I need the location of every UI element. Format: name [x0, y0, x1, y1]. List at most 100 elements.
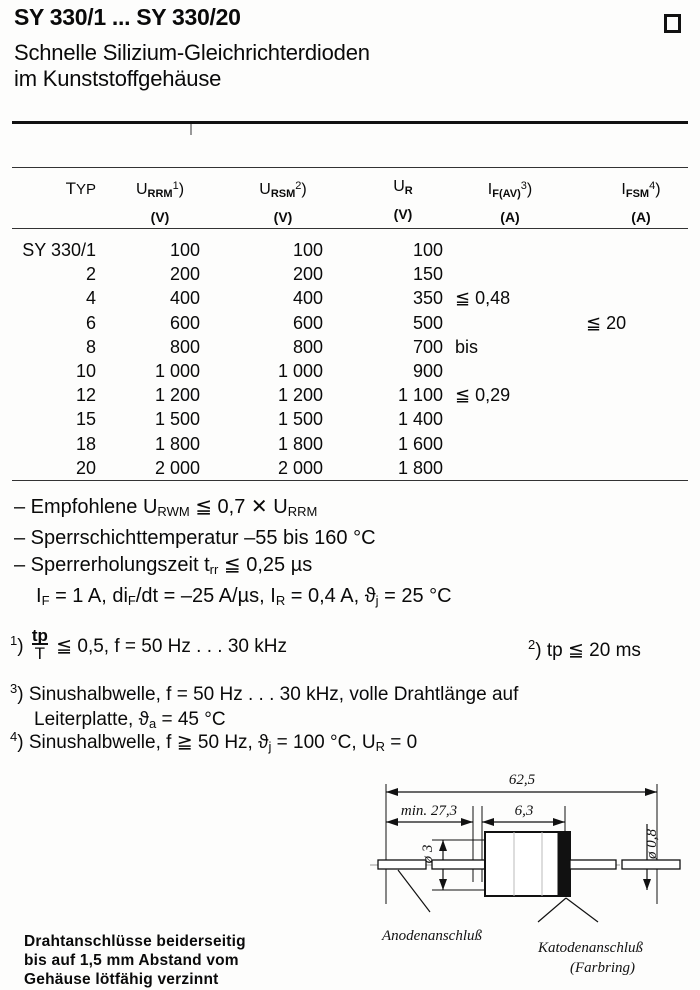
note-trr-sub: rr [209, 562, 219, 577]
column-header-typ: TYP [65, 179, 96, 198]
table-cell-ursm: 400 [292, 288, 323, 309]
table-cell-ursm: 1 500 [277, 409, 323, 430]
cond-tj: = 0,4 A, ϑ [285, 585, 376, 607]
column-header-ur: UR (V) [363, 178, 443, 223]
footnote-3: 3) Sinushalbwelle, f = 50 Hz . . . 30 kH… [10, 676, 690, 736]
note-test-conditions: IF = 1 A, diF/dt = –25 A/µs, IR = 0,4 A,… [36, 583, 674, 614]
dimension-lead-min: min. 27,3 [401, 803, 457, 819]
column-unit-urrm: (V) [150, 209, 170, 225]
table-cell-ur: 1 600 [397, 433, 443, 454]
table-row: 6 600 600 500 ≦ 20 [0, 313, 700, 337]
footnote-1: 1) tp T ≦ 0,5, f = 50 Hz . . . 30 kHz [10, 626, 287, 663]
table-cell-ursm: 1 200 [277, 385, 323, 406]
footnote-3-ta: Leiterplatte, ϑ [34, 709, 149, 730]
table-cell-typ: 15 [75, 409, 96, 430]
footnote-4-ur: = 100 °C, U [271, 732, 376, 753]
table-cell-urrm: 400 [169, 288, 200, 309]
table-cell-typ: 4 [85, 288, 96, 309]
column-header-ifsm: IFSM4) (A) [586, 178, 696, 226]
dimension-body-length: 6,3 [515, 803, 534, 819]
lead-finish-note-line-1: Drahtanschlüsse beiderseitig [24, 933, 246, 950]
cond-ir: /dt = –25 A/µs, I [135, 585, 276, 607]
note-urwm-rest: ≦ 0,7 ✕ U [189, 496, 288, 518]
column-header-urrm: URRM1) (V) [120, 178, 200, 226]
package-outline-drawing: 62,5 min. 27,3 6,3 ø 3 ø 0,8 Anodenansch… [370, 762, 690, 990]
duty-cycle-fraction: tp T [31, 626, 48, 662]
table-cell-urrm: 600 [169, 312, 200, 333]
table-cell-ursm: 200 [292, 264, 323, 285]
note-urwm-sub2: RRM [287, 504, 318, 519]
notes-list: – Empfohlene URWM ≦ 0,7 ✕ URRM – Sperrsc… [14, 494, 674, 614]
table-cell-ursm: 1 000 [277, 360, 323, 381]
cond-dif: = 1 A, di [49, 585, 128, 607]
table-cell-urrm: 1 200 [154, 385, 200, 406]
table-row: 8 800 800 700 bis [0, 337, 700, 361]
table-cell-urrm: 2 000 [154, 457, 200, 478]
fraction-denominator: T [31, 643, 48, 662]
footnote-2-text: tp ≦ 20 ms [546, 640, 641, 661]
column-header-ifav: IF(AV)3) (A) [455, 178, 565, 226]
footnote-4-ur-sub: R [375, 739, 386, 754]
table-cell-urrm: 1 000 [154, 360, 200, 381]
table-cell-typ: 6 [85, 312, 96, 333]
note-junction-temp: – Sperrschichttemperatur –55 bis 160 °C [14, 527, 376, 549]
table-cell-ur: 100 [412, 240, 443, 260]
cond-if: I [36, 585, 42, 607]
table-cell-ursm: 2 000 [277, 457, 323, 478]
cond-tj-sub: j [375, 593, 379, 608]
subtitle-line-2: im Kunststoffgehäuse [14, 66, 222, 91]
divider-table-header [12, 228, 688, 229]
note-urwm-prefix: – Empfohlene U [14, 496, 158, 518]
divider-table-bottom [12, 480, 688, 481]
table-cell-typ: SY 330/1 [22, 240, 96, 260]
cond-ir-sub: R [275, 593, 286, 608]
lead-finish-note: Drahtanschlüsse beiderseitig bis auf 1,5… [24, 932, 324, 989]
table-cell-typ: 18 [75, 433, 96, 454]
callout-anode: Anodenanschluß [381, 928, 482, 944]
table-row: 12 1 200 1 200 1 100 ≦ 0,29 [0, 385, 700, 409]
table-row: 4 400 400 350 ≦ 0,48 [0, 288, 700, 312]
table-cell-urrm: 1 800 [154, 433, 200, 454]
callout-cathode: Katodenanschluß [537, 940, 643, 956]
fraction-numerator: tp [31, 626, 48, 645]
cond-dif-sub: F [127, 593, 136, 608]
table-row: 15 1 500 1 500 1 400 [0, 409, 700, 433]
table-cell-ifav: ≦ 0,29 [455, 385, 511, 406]
page-title: SY 330/1 ... SY 330/20 [14, 4, 241, 30]
table-cell-urrm: 1 500 [154, 409, 200, 430]
cond-if-sub: F [41, 593, 50, 608]
footnote-3-marker: 3 [10, 681, 18, 696]
table-row: 20 2 000 2 000 1 800 [0, 458, 700, 482]
divider-table-top [12, 167, 688, 168]
table-cell-ur: 1 400 [397, 409, 443, 430]
table-cell-urrm: 100 [169, 240, 200, 260]
footnote-4-tj-sub: j [268, 739, 272, 754]
footnote-3-line-1: Sinushalbwelle, f = 50 Hz . . . 30 kHz, … [28, 684, 519, 705]
dimension-body-diameter: ø 3 [420, 845, 436, 865]
cond-tj-value: = 25 °C [378, 585, 452, 607]
subtitle-line-1: Schnelle Silizium-Gleichrichterdioden [14, 40, 370, 65]
column-unit-ifsm: (A) [631, 209, 651, 225]
square-icon [664, 14, 681, 33]
lead-finish-note-line-3: Gehäuse lötfähig verzinnt [24, 971, 219, 988]
note-urwm-sub1: RWM [157, 504, 190, 519]
table-cell-ur: 1 100 [397, 385, 443, 406]
table-cell-ur: 700 [412, 336, 443, 357]
table-cell-ur: 500 [412, 312, 443, 333]
table-body: SY 330/1 100 100 100 2 200 200 150 4 400 400 350 ≦ 0… [0, 240, 700, 482]
column-unit-ifav: (A) [500, 209, 520, 225]
dimension-wire-diameter: ø 0,8 [644, 829, 660, 861]
footnote-1-marker: 1 [10, 633, 18, 648]
table-cell-typ: 20 [75, 457, 96, 478]
dimension-total-length: 62,5 [509, 772, 536, 788]
footnote-4-ur-value: = 0 [385, 732, 418, 753]
table-header: TYP URRM1) (V) URSM2) (V) UR (V) IF(AV)3… [0, 176, 700, 226]
table-row: 18 1 800 1 800 1 600 [0, 434, 700, 458]
table-cell-ursm: 600 [292, 312, 323, 333]
table-cell-ursm: 1 800 [277, 433, 323, 454]
scan-tick-mark [190, 124, 192, 135]
footnote-4: 4) Sinushalbwelle, f ≧ 50 Hz, ϑj = 100 °… [10, 729, 418, 754]
note-trr-rest: ≦ 0,25 µs [218, 554, 313, 576]
table-row: 2 200 200 150 [0, 264, 700, 288]
table-cell-ifav: bis [455, 336, 479, 357]
